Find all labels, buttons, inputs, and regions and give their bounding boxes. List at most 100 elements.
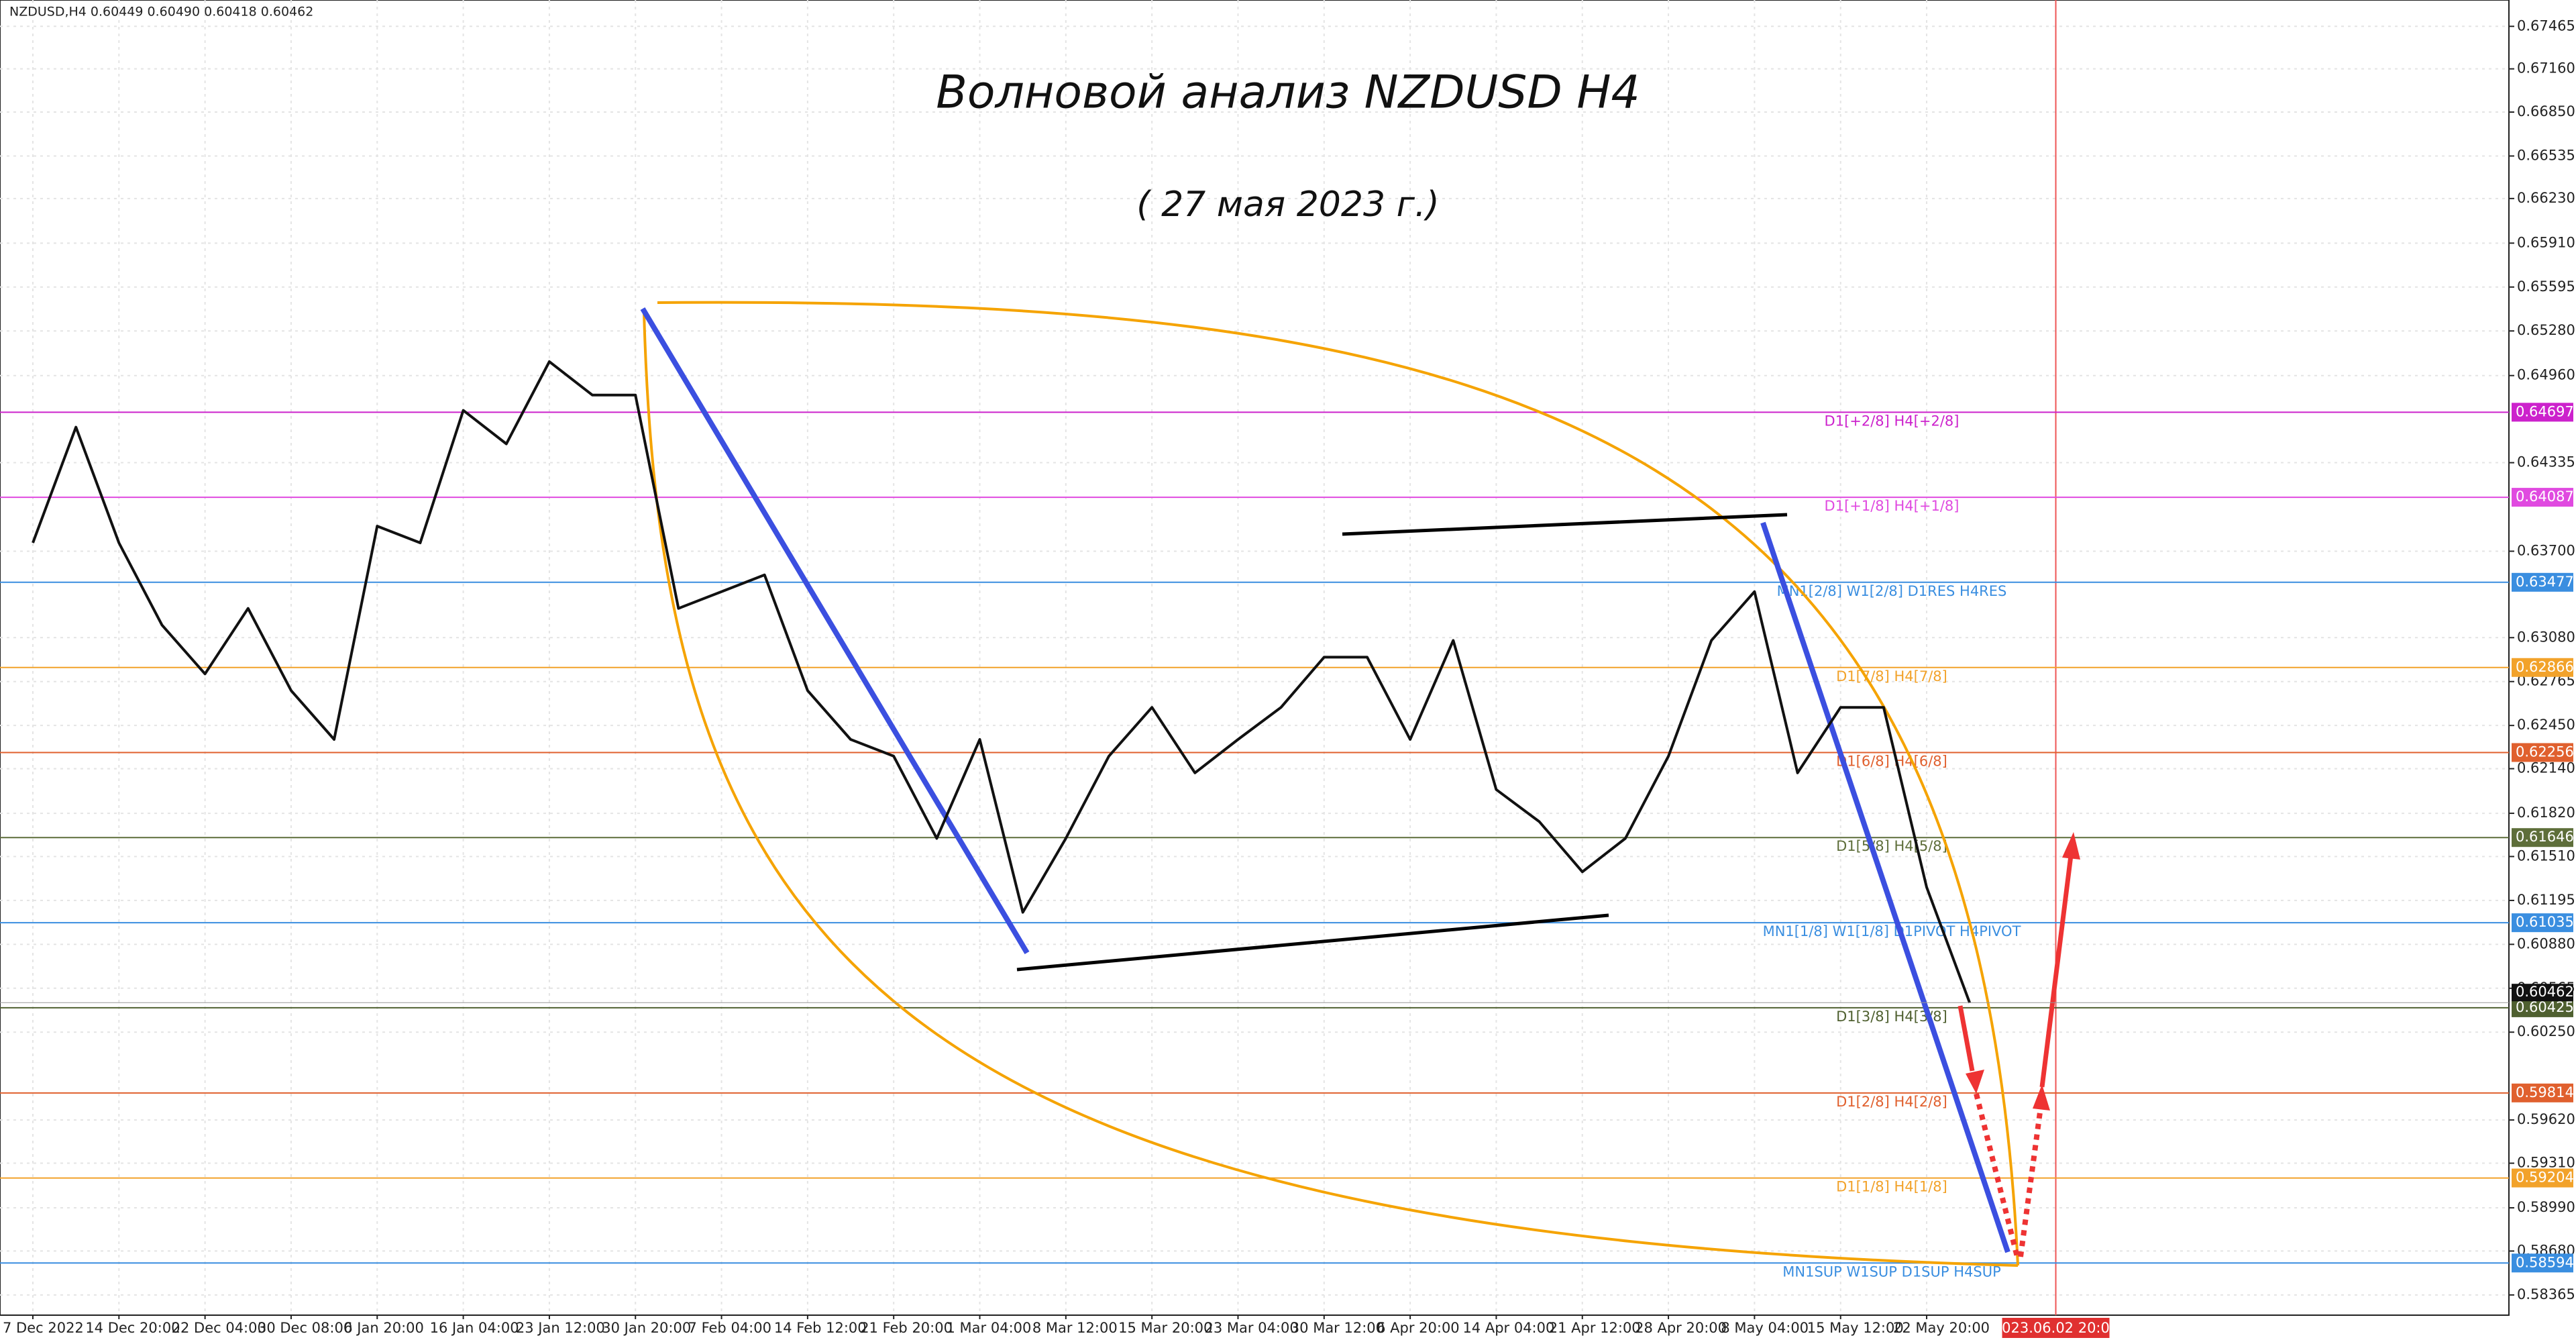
y-tick-label: 0.62140 bbox=[2517, 760, 2575, 776]
level-price: 0.64087 bbox=[2516, 488, 2574, 505]
level-price-box bbox=[2512, 1168, 2573, 1188]
y-tick-label: 0.61195 bbox=[2517, 892, 2575, 908]
level-price: 0.62866 bbox=[2516, 659, 2574, 675]
level-price: 0.59204 bbox=[2516, 1170, 2574, 1186]
y-tick-label: 0.66850 bbox=[2517, 103, 2575, 119]
y-tick-label: 0.64960 bbox=[2517, 367, 2575, 383]
y-tick-label: 0.66230 bbox=[2517, 190, 2575, 206]
orange-arc bbox=[657, 301, 2019, 1266]
y-tick-label: 0.62450 bbox=[2517, 717, 2575, 733]
x-tick-label: 22 Dec 04:00 bbox=[172, 1320, 266, 1336]
level-price-box bbox=[2512, 913, 2573, 933]
crosshair-label-box bbox=[2002, 1318, 2110, 1338]
level-name: D1[+2/8] H4[+2/8] bbox=[1825, 413, 1960, 429]
x-tick-label: 14 Feb 12:00 bbox=[774, 1320, 867, 1336]
y-tick-label: 0.58365 bbox=[2517, 1286, 2575, 1302]
level-name: MN1[2/8] W1[2/8] D1RES H4RES bbox=[1777, 583, 2007, 599]
drawings bbox=[640, 301, 2080, 1267]
x-tick-label: 30 Dec 08:00 bbox=[258, 1320, 352, 1336]
last-price-label: 0.60462 bbox=[2516, 984, 2574, 1000]
arrow-head bbox=[1966, 1070, 1984, 1094]
channel-line bbox=[1016, 913, 1609, 972]
level-price: 0.61035 bbox=[2516, 914, 2574, 930]
x-tick-label: 14 Dec 20:00 bbox=[85, 1320, 180, 1336]
y-tick-label: 0.67160 bbox=[2517, 60, 2575, 76]
y-tick-label: 0.58990 bbox=[2517, 1199, 2575, 1215]
trend-line bbox=[1760, 521, 2010, 1253]
level-price-box bbox=[2512, 403, 2573, 422]
x-tick-label: 21 Feb 20:00 bbox=[860, 1320, 953, 1336]
x-tick-label: 30 Mar 12:00 bbox=[1291, 1320, 1385, 1336]
level-price: 0.58594 bbox=[2516, 1254, 2574, 1270]
x-tick-label: 6 Jan 20:00 bbox=[343, 1320, 424, 1336]
level-name: D1[7/8] H4[7/8] bbox=[1836, 668, 1947, 684]
y-tick-label: 0.60880 bbox=[2517, 935, 2575, 951]
y-tick-label: 0.64335 bbox=[2517, 454, 2575, 470]
chart-title: Волновой анализ NZDUSD H4 bbox=[936, 66, 1640, 119]
level-name: MN1[1/8] W1[1/8] D1PIVOT H4PIVOT bbox=[1763, 923, 2021, 939]
arrow-head bbox=[2062, 832, 2080, 860]
x-tick-label: 16 Jan 04:00 bbox=[430, 1320, 519, 1336]
chart-subtitle: ( 27 мая 2023 г.) bbox=[1136, 185, 1439, 225]
level-price-box bbox=[2512, 743, 2573, 762]
forecast-path bbox=[2018, 1106, 2043, 1257]
y-tick-label: 0.59310 bbox=[2517, 1155, 2575, 1171]
chart-header: NZDUSD,H4 0.60449 0.60490 0.60418 0.6046… bbox=[9, 5, 313, 19]
level-name: D1[1/8] H4[1/8] bbox=[1836, 1179, 1947, 1195]
level-price: 0.62256 bbox=[2516, 743, 2574, 760]
orange-arc bbox=[643, 311, 2019, 1267]
forecast-arrow bbox=[2039, 855, 2074, 1088]
level-name: D1[6/8] H4[6/8] bbox=[1836, 753, 1947, 769]
y-tick-label: 0.67465 bbox=[2517, 17, 2575, 34]
y-tick-label: 0.61510 bbox=[2517, 847, 2575, 864]
x-tick-label: 7 Feb 04:00 bbox=[688, 1320, 771, 1336]
x-tick-label: 28 Apr 20:00 bbox=[1635, 1320, 1727, 1336]
y-tick-label: 0.65595 bbox=[2517, 278, 2575, 295]
x-tick-label: 15 Mar 20:00 bbox=[1118, 1320, 1212, 1336]
level-price-box bbox=[2512, 998, 2573, 1017]
forecast-path bbox=[1974, 1093, 2020, 1257]
forecast-arrow bbox=[1957, 1005, 1975, 1072]
level-price-box bbox=[2512, 658, 2573, 677]
level-price-box bbox=[2512, 572, 2573, 592]
x-tick-label: 7 Dec 2022 bbox=[3, 1320, 84, 1336]
level-name: D1[2/8] H4[2/8] bbox=[1836, 1094, 1947, 1110]
level-price: 0.61646 bbox=[2516, 829, 2574, 845]
x-tick-label: 21 Apr 12:00 bbox=[1549, 1320, 1641, 1336]
level-price-box bbox=[2512, 488, 2573, 507]
x-tick-label: 6 Apr 20:00 bbox=[1377, 1320, 1460, 1336]
x-tick-label: 15 May 12:00 bbox=[1807, 1320, 1904, 1336]
level-name: D1[+1/8] H4[+1/8] bbox=[1825, 498, 1960, 514]
y-tick-label: 0.65280 bbox=[2517, 322, 2575, 338]
price-line bbox=[32, 360, 1972, 1004]
plot-area bbox=[0, 0, 2510, 1316]
x-tick-label: 14 Apr 04:00 bbox=[1462, 1320, 1554, 1336]
y-tick-label: 0.61820 bbox=[2517, 805, 2575, 821]
level-price-box bbox=[2512, 1083, 2573, 1102]
level-price: 0.60425 bbox=[2516, 999, 2574, 1015]
x-tick-label: 1 Mar 04:00 bbox=[947, 1320, 1032, 1336]
x-tick-label: 8 May 04:00 bbox=[1721, 1320, 1809, 1336]
x-tick-label: 2023.06.02 20:00 bbox=[1993, 1320, 2118, 1336]
axes: 0.67465 0.67160 0.66850 0.66535 0.66230 0.659… bbox=[3, 17, 2575, 1338]
x-tick-label: 23 Jan 12:00 bbox=[516, 1320, 605, 1336]
channel-line bbox=[1342, 513, 1788, 536]
levels: D1[+2/8] H4[+2/8] D1[+1/8] H4[+1/8] MN1[2/… bbox=[0, 411, 2509, 1280]
x-tick-label: 22 May 20:00 bbox=[1893, 1320, 1990, 1336]
x-tick-label: 23 Mar 04:00 bbox=[1204, 1320, 1298, 1336]
level-price-box bbox=[2512, 1253, 2573, 1273]
level-price-box bbox=[2512, 828, 2573, 847]
y-tick-label: 0.59620 bbox=[2517, 1111, 2575, 1127]
y-tick-label: 0.60250 bbox=[2517, 1023, 2575, 1039]
x-tick-label: 30 Jan 20:00 bbox=[602, 1320, 691, 1336]
series-layer bbox=[0, 360, 2509, 1004]
level-price: 0.63477 bbox=[2516, 574, 2574, 590]
y-tick-label: 0.63080 bbox=[2517, 629, 2575, 645]
level-price: 0.59814 bbox=[2516, 1084, 2574, 1100]
arrow-head bbox=[2033, 1084, 2050, 1111]
y-tick-label: 0.65910 bbox=[2517, 234, 2575, 250]
level-name: MN1SUP W1SUP D1SUP H4SUP bbox=[1782, 1263, 2000, 1280]
y-tick-label: 0.66535 bbox=[2517, 147, 2575, 163]
x-tick-label: 8 Mar 12:00 bbox=[1032, 1320, 1118, 1336]
